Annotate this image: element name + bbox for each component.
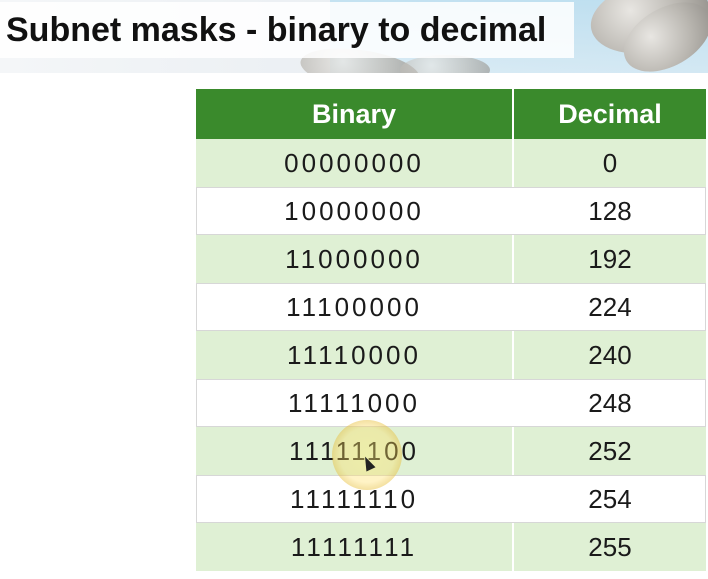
decimal-cell: 252 <box>514 427 706 475</box>
decimal-cell: 0 <box>514 139 706 187</box>
table-row: 11111110 254 <box>196 475 706 523</box>
table-row: 00000000 0 <box>196 139 706 187</box>
column-header-binary: Binary <box>196 89 514 139</box>
header-banner: Subnet masks - binary to decimal <box>0 0 708 73</box>
table-row: 10000000 128 <box>196 187 706 235</box>
table-row: 11111000 248 <box>196 379 706 427</box>
table-row: 11111111 255 <box>196 523 706 571</box>
binary-cell: 11110000 <box>196 331 514 379</box>
slide-title: Subnet masks - binary to decimal <box>6 10 547 49</box>
decimal-cell: 240 <box>514 331 706 379</box>
table-row: 11111100 252 <box>196 427 706 475</box>
binary-cell: 00000000 <box>196 139 514 187</box>
subnet-mask-table: Binary Decimal 00000000 0 10000000 128 1… <box>196 89 706 571</box>
table-header-row: Binary Decimal <box>196 89 706 139</box>
decimal-cell: 255 <box>514 523 706 571</box>
decimal-cell: 254 <box>514 475 706 523</box>
binary-cell: 11000000 <box>196 235 514 283</box>
decimal-cell: 192 <box>514 235 706 283</box>
table-row: 11100000 224 <box>196 283 706 331</box>
binary-cell: 10000000 <box>196 187 514 235</box>
binary-cell: 11111000 <box>196 379 514 427</box>
stones-image <box>400 55 490 73</box>
decimal-cell: 128 <box>514 187 706 235</box>
decimal-cell: 248 <box>514 379 706 427</box>
column-header-decimal: Decimal <box>514 89 706 139</box>
title-box: Subnet masks - binary to decimal <box>0 2 574 58</box>
table-row: 11110000 240 <box>196 331 706 379</box>
binary-cell: 11100000 <box>196 283 514 331</box>
table-row: 11000000 192 <box>196 235 706 283</box>
binary-cell: 11111111 <box>196 523 514 571</box>
decimal-cell: 224 <box>514 283 706 331</box>
cursor-highlight-ring <box>332 420 402 490</box>
